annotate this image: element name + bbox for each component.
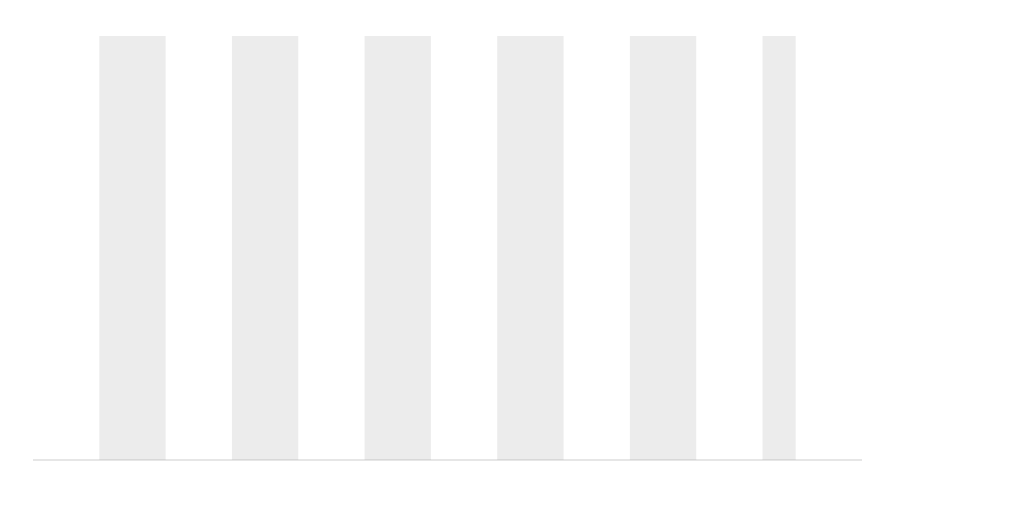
- employment-trend-chart: [0, 0, 1024, 508]
- year-band: [630, 36, 696, 460]
- year-band: [99, 36, 165, 460]
- year-band: [497, 36, 563, 460]
- year-band: [763, 36, 796, 460]
- year-band: [232, 36, 298, 460]
- year-band: [365, 36, 431, 460]
